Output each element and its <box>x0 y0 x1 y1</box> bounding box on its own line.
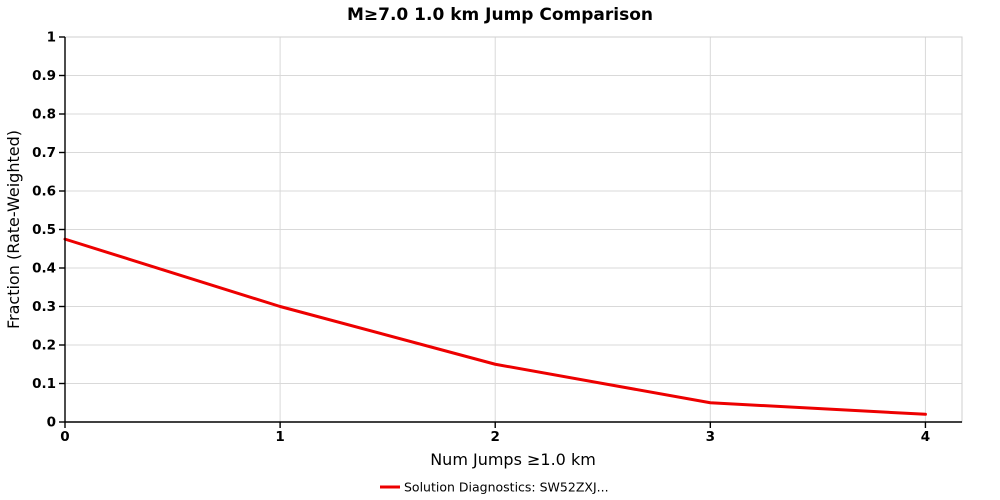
axes-layer <box>59 36 962 428</box>
y-tick-label: 0.2 <box>32 338 56 354</box>
x-tick-label: 4 <box>921 429 930 445</box>
y-tick-label: 0.6 <box>32 184 56 200</box>
tick-label-layer: 0 0.1 0.2 0.3 0.4 0.5 0.6 0.7 0.8 0.9 1 0 1 2 3 4 <box>32 30 930 446</box>
legend: Solution Diagnostics: SW52ZXJ... <box>380 480 609 495</box>
chart-title: M≥7.0 1.0 km Jump Comparison <box>347 5 653 25</box>
x-tick-label: 2 <box>491 429 500 445</box>
series-layer <box>63 237 927 416</box>
y-tick-label: 0.8 <box>32 107 56 123</box>
y-tick-label: 0.7 <box>32 145 56 161</box>
x-tick-label: 0 <box>60 429 69 445</box>
y-tick-label: 0.3 <box>32 299 56 315</box>
legend-series-label: Solution Diagnostics: SW52ZXJ... <box>404 480 609 495</box>
y-tick-label: 0 <box>47 415 56 431</box>
y-tick-label: 1 <box>47 30 56 46</box>
grid-layer <box>64 36 963 423</box>
y-tick-label: 0.1 <box>32 376 56 392</box>
x-tick-label: 1 <box>275 429 284 445</box>
y-tick-label: 0.9 <box>32 68 56 84</box>
x-axis-label: Num Jumps ≥1.0 km <box>430 450 596 469</box>
y-tick-label: 0.5 <box>32 222 56 238</box>
y-tick-label: 0.4 <box>32 261 56 277</box>
data-line <box>63 237 927 416</box>
y-axis-label: Fraction (Rate-Weighted) <box>4 130 23 329</box>
x-tick-label: 3 <box>706 429 715 445</box>
